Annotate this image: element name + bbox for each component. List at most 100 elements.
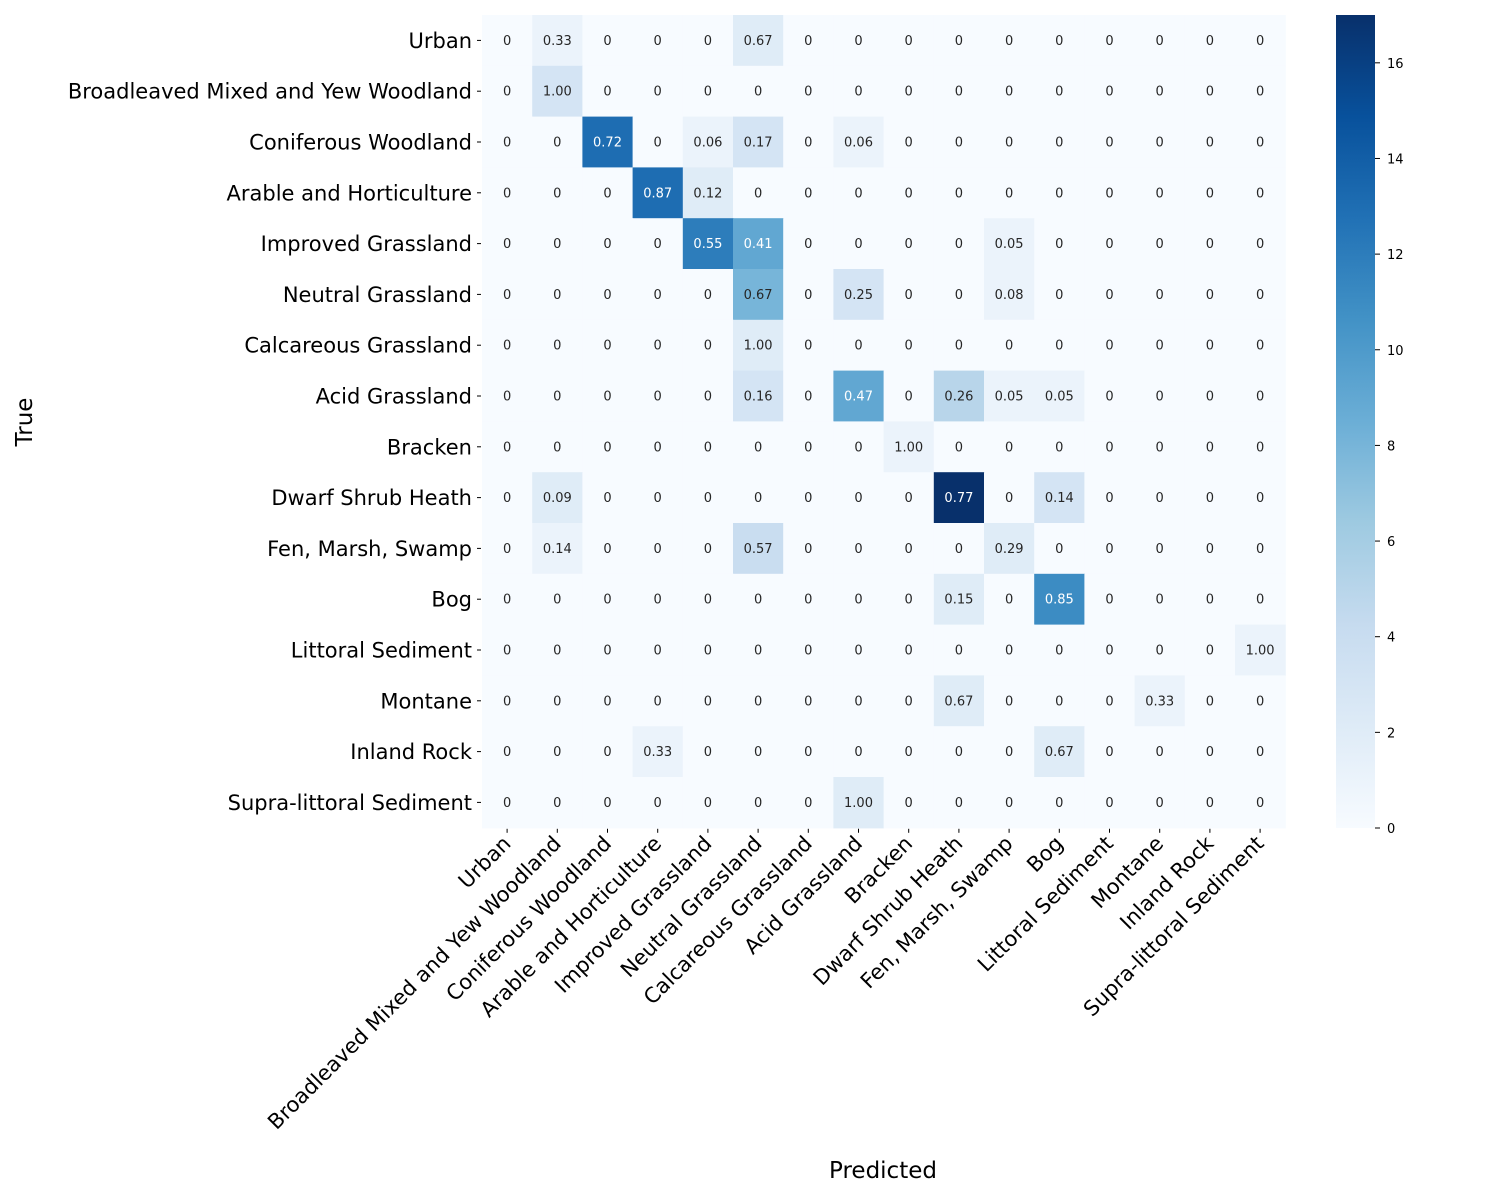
cell-annotation-r15-c0: 0 bbox=[503, 796, 511, 811]
cell-annotation-r3-c4: 0.12 bbox=[693, 186, 722, 201]
cell-annotation-r1-c0: 0 bbox=[503, 85, 511, 100]
cell-annotation-r12-c2: 0 bbox=[603, 644, 611, 659]
cell-annotation-r1-c13: 0 bbox=[1156, 85, 1164, 100]
heatmap-cell-r14-c14 bbox=[1184, 726, 1236, 778]
cell-annotation-r14-c9: 0 bbox=[955, 745, 963, 760]
heatmap-cell-r11-c14 bbox=[1184, 573, 1236, 626]
cell-annotation-r7-c13: 0 bbox=[1156, 390, 1164, 405]
heatmap-cell-r13-c12 bbox=[1084, 675, 1136, 727]
heatmap-cell-r0-c11 bbox=[1034, 15, 1085, 67]
heatmap-cell-r5-c8 bbox=[883, 269, 935, 321]
heatmap-cell-r1-c9 bbox=[933, 65, 985, 118]
cell-annotation-r12-c3: 0 bbox=[654, 644, 662, 659]
heatmap-cell-r4-c7 bbox=[833, 218, 885, 270]
cell-annotation-r13-c2: 0 bbox=[603, 694, 611, 709]
heatmap-cell-r5-c4 bbox=[682, 269, 734, 321]
y-tick-label-0: Urban bbox=[408, 29, 472, 53]
heatmap-cell-r8-c12 bbox=[1084, 421, 1136, 473]
heatmap-cell-r5-c12 bbox=[1084, 269, 1136, 321]
heatmap-cell-r3-c4 bbox=[682, 167, 734, 219]
cell-annotation-r14-c15: 0 bbox=[1256, 745, 1264, 760]
heatmap-cell-r13-c11 bbox=[1034, 675, 1085, 727]
heatmap-cell-r3-c10 bbox=[984, 167, 1035, 219]
heatmap-cell-r15-c1 bbox=[532, 777, 583, 829]
heatmap-cell-r14-c2 bbox=[582, 726, 634, 778]
cell-annotation-r1-c7: 0 bbox=[854, 85, 862, 100]
cell-annotation-r9-c10: 0 bbox=[1005, 491, 1013, 506]
heatmap-cell-r0-c6 bbox=[783, 15, 834, 67]
cell-annotation-r1-c3: 0 bbox=[654, 85, 662, 100]
heatmap-cell-r7-c15 bbox=[1235, 370, 1286, 422]
heatmap-cell-r10-c14 bbox=[1184, 523, 1236, 575]
cell-annotation-r13-c8: 0 bbox=[905, 694, 913, 709]
cell-annotation-r10-c5: 0.57 bbox=[744, 542, 773, 557]
cell-annotation-r14-c5: 0 bbox=[754, 745, 762, 760]
cell-annotation-r12-c6: 0 bbox=[804, 644, 812, 659]
cell-annotation-r8-c2: 0 bbox=[603, 440, 611, 455]
heatmap-cell-r9-c8 bbox=[883, 472, 935, 524]
heatmap-cell-r9-c7 bbox=[833, 472, 885, 524]
cell-annotation-r12-c1: 0 bbox=[553, 644, 561, 659]
cell-annotation-r3-c7: 0 bbox=[854, 186, 862, 201]
heatmap-cell-r7-c7 bbox=[833, 370, 885, 422]
cell-annotation-r0-c15: 0 bbox=[1256, 34, 1264, 49]
heatmap-cell-r3-c11 bbox=[1034, 167, 1085, 219]
cell-annotation-r15-c9: 0 bbox=[955, 796, 963, 811]
cell-annotation-r11-c4: 0 bbox=[704, 593, 712, 608]
y-tick-label-7: Acid Grassland bbox=[316, 385, 472, 409]
cell-annotation-r13-c13: 0.33 bbox=[1145, 694, 1174, 709]
y-tick-label-3: Arable and Horticulture bbox=[227, 181, 472, 205]
cell-annotation-r11-c7: 0 bbox=[854, 593, 862, 608]
heatmap-cell-r5-c6 bbox=[783, 269, 834, 321]
heatmap-cell-r14-c11 bbox=[1034, 726, 1085, 778]
heatmap-cell-r1-c0 bbox=[482, 65, 533, 118]
heatmap-cell-r5-c5 bbox=[733, 269, 784, 321]
cell-annotation-r5-c10: 0.08 bbox=[995, 288, 1024, 303]
heatmap-cell-r6-c7 bbox=[833, 319, 885, 372]
heatmap-cell-r11-c13 bbox=[1134, 573, 1186, 626]
cell-annotation-r10-c11: 0 bbox=[1055, 542, 1063, 557]
cell-annotation-r11-c3: 0 bbox=[654, 593, 662, 608]
heatmap-cell-r15-c15 bbox=[1235, 777, 1286, 829]
heatmap-cell-r3-c9 bbox=[933, 167, 985, 219]
heatmap-cell-r2-c10 bbox=[984, 116, 1035, 168]
heatmap-cell-r10-c11 bbox=[1034, 523, 1085, 575]
cell-annotation-r12-c8: 0 bbox=[905, 644, 913, 659]
cell-annotation-r15-c7: 1.00 bbox=[844, 796, 873, 811]
cell-annotation-r7-c10: 0.05 bbox=[995, 390, 1024, 405]
y-axis-title: True bbox=[12, 398, 38, 448]
cell-annotation-r10-c12: 0 bbox=[1105, 542, 1113, 557]
cell-annotation-r11-c10: 0 bbox=[1005, 593, 1013, 608]
heatmap-cell-r6-c9 bbox=[933, 319, 985, 372]
heatmap-cell-r2-c4 bbox=[682, 116, 734, 168]
cell-annotation-r1-c9: 0 bbox=[955, 85, 963, 100]
heatmap-cell-r6-c4 bbox=[682, 319, 734, 372]
cell-annotation-r7-c8: 0 bbox=[905, 390, 913, 405]
colorbar-tick-label-6: 12 bbox=[1387, 248, 1404, 263]
cell-annotation-r8-c0: 0 bbox=[503, 440, 511, 455]
cell-annotation-r7-c9: 0.26 bbox=[944, 390, 973, 405]
heatmap-cell-r0-c4 bbox=[682, 15, 734, 67]
heatmap-cell-r13-c2 bbox=[582, 675, 634, 727]
heatmap-cell-r12-c5 bbox=[733, 624, 784, 676]
heatmap-cell-r9-c10 bbox=[984, 472, 1035, 524]
cell-annotation-r10-c0: 0 bbox=[503, 542, 511, 557]
cell-annotation-r11-c11: 0.85 bbox=[1045, 593, 1074, 608]
cell-annotation-r7-c12: 0 bbox=[1105, 390, 1113, 405]
colorbar-gradient bbox=[1336, 15, 1375, 828]
heatmap-cell-r13-c15 bbox=[1235, 675, 1286, 727]
cell-annotation-r4-c5: 0.41 bbox=[744, 237, 773, 252]
heatmap-cell-r7-c10 bbox=[984, 370, 1035, 422]
cell-annotation-r10-c14: 0 bbox=[1206, 542, 1214, 557]
cell-annotation-r14-c6: 0 bbox=[804, 745, 812, 760]
heatmap-cell-r13-c1 bbox=[532, 675, 583, 727]
cell-annotation-r2-c2: 0.72 bbox=[593, 136, 622, 151]
heatmap-cell-r7-c0 bbox=[482, 370, 533, 422]
heatmap-cell-r13-c9 bbox=[933, 675, 985, 727]
cell-annotation-r9-c4: 0 bbox=[704, 491, 712, 506]
cell-annotation-r6-c7: 0 bbox=[854, 339, 862, 354]
heatmap-cell-r1-c12 bbox=[1084, 65, 1136, 118]
heatmap-cell-r11-c11 bbox=[1034, 573, 1085, 626]
heatmap-cell-r2-c15 bbox=[1235, 116, 1286, 168]
heatmap-cell-r15-c2 bbox=[582, 777, 634, 829]
